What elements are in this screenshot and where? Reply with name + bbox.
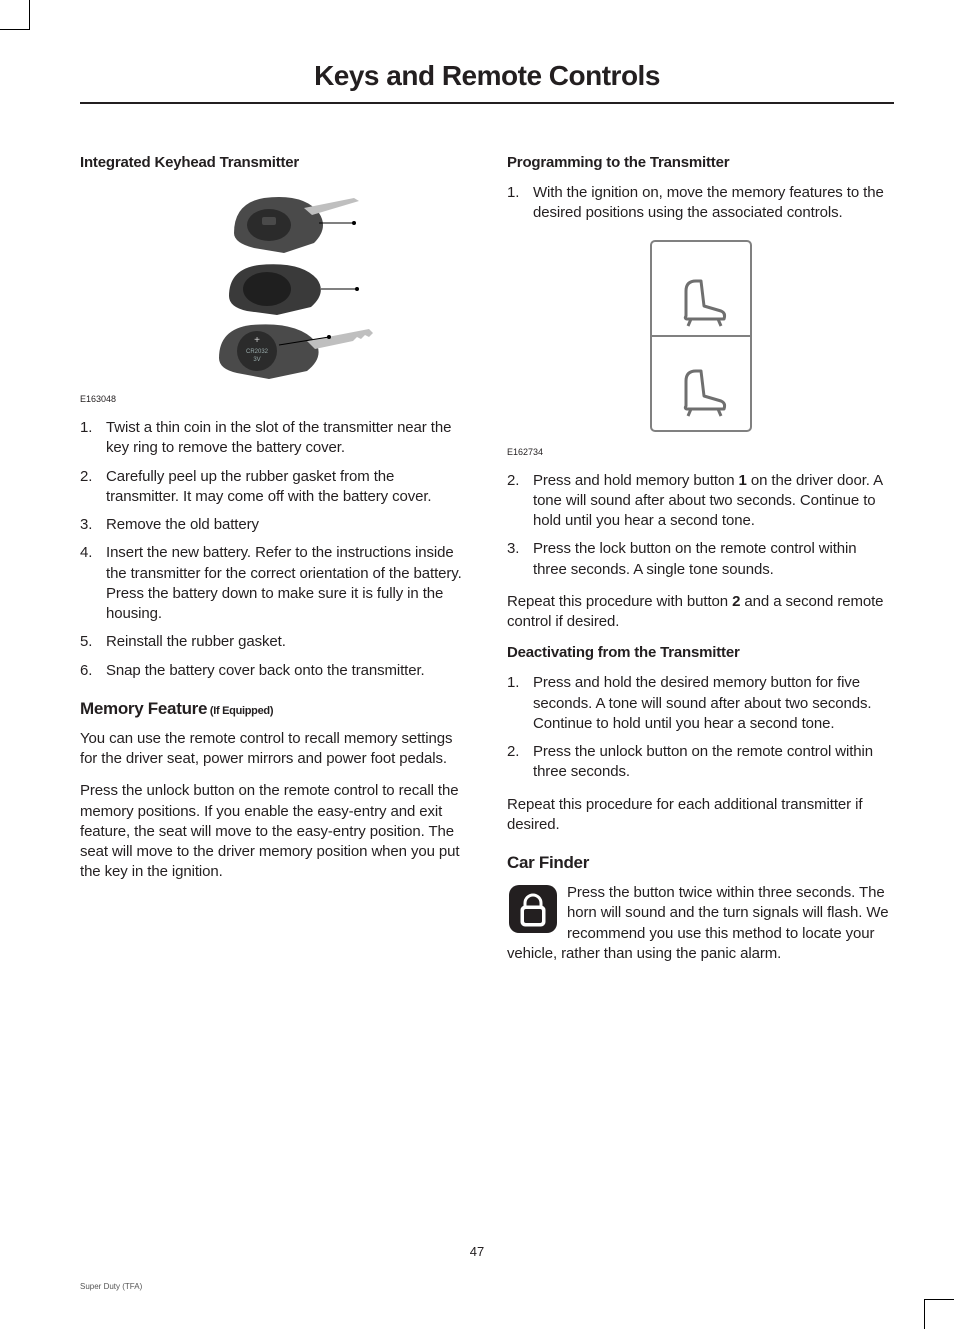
step-text: Press the lock button on the remote cont… [533,539,894,580]
list-item: 2.Press and hold memory button 1 on the … [507,471,894,532]
heading-car-finder: Car Finder [507,853,894,873]
step-number: 1. [507,673,533,734]
battery-model: CR2032 [245,349,268,355]
list-item: 1.Twist a thin coin in the slot of the t… [80,418,467,459]
step-text: Twist a thin coin in the slot of the tra… [106,418,467,459]
figure-label-1: E163048 [80,394,467,404]
battery-plus: + [254,335,260,346]
step-number: 3. [507,539,533,580]
step-text: Snap the battery cover back onto the tra… [106,661,467,681]
lock-icon [507,883,559,941]
page-title: Keys and Remote Controls [80,60,894,104]
list-item: 1.With the ignition on, move the memory … [507,183,894,224]
paragraph: Repeat this procedure with button 2 and … [507,592,894,633]
figure-keyhead: + CR2032 3V [80,183,467,388]
crop-mark [0,0,30,30]
text-part: Press and hold memory button [533,472,739,489]
footer-model: Super Duty (TFA) [80,1282,142,1291]
step-number: 2. [507,471,533,532]
heading-memory-feature: Memory Feature (If Equipped) [80,699,467,719]
step-text: Reinstall the rubber gasket. [106,632,467,652]
step-number: 2. [80,467,106,508]
bold-number: 1 [739,472,747,489]
memory-buttons-svg [641,236,761,436]
text-part: Repeat this procedure with button [507,593,732,610]
programming-list-1: 1.With the ignition on, move the memory … [507,183,894,224]
list-item: 3.Remove the old battery [80,515,467,535]
figure-memory-buttons [507,236,894,441]
programming-list-2: 2.Press and hold memory button 1 on the … [507,471,894,580]
step-text: Carefully peel up the rubber gasket from… [106,467,467,508]
heading-sub: (If Equipped) [207,705,273,717]
crop-mark [924,1299,954,1329]
figure-label-2: E162734 [507,447,894,457]
list-item: 5.Reinstall the rubber gasket. [80,632,467,652]
right-column: Programming to the Transmitter 1.With th… [507,154,894,976]
heading-deactivating: Deactivating from the Transmitter [507,644,894,661]
list-item: 1.Press and hold the desired memory butt… [507,673,894,734]
step-text: With the ignition on, move the memory fe… [533,183,894,224]
list-item: 3.Press the lock button on the remote co… [507,539,894,580]
left-column: Integrated Keyhead Transmitter [80,154,467,976]
step-number: 3. [80,515,106,535]
list-item: 4.Insert the new battery. Refer to the i… [80,543,467,624]
list-item: 2.Carefully peel up the rubber gasket fr… [80,467,467,508]
step-text: Remove the old battery [106,515,467,535]
page-number: 47 [0,1244,954,1259]
keyhead-diagram-svg: + CR2032 3V [174,183,374,383]
step-text: Press and hold the desired memory button… [533,673,894,734]
paragraph-car-finder: Press the button twice within three seco… [507,883,894,964]
step-number: 6. [80,661,106,681]
step-number: 2. [507,742,533,783]
step-number: 1. [80,418,106,459]
step-number: 5. [80,632,106,652]
paragraph: You can use the remote control to recall… [80,729,467,770]
step-text: Press and hold memory button 1 on the dr… [533,471,894,532]
list-item: 2.Press the unlock button on the remote … [507,742,894,783]
battery-steps-list: 1.Twist a thin coin in the slot of the t… [80,418,467,681]
step-number: 1. [507,183,533,224]
heading-programming: Programming to the Transmitter [507,154,894,171]
step-number: 4. [80,543,106,624]
list-item: 6.Snap the battery cover back onto the t… [80,661,467,681]
paragraph: Press the unlock button on the remote co… [80,781,467,882]
battery-volt: 3V [253,357,260,363]
heading-integrated-keyhead: Integrated Keyhead Transmitter [80,154,467,171]
heading-text: Memory Feature [80,699,207,718]
step-text: Insert the new battery. Refer to the ins… [106,543,467,624]
content-columns: Integrated Keyhead Transmitter [80,154,894,976]
paragraph: Repeat this procedure for each additiona… [507,795,894,836]
step-text: Press the unlock button on the remote co… [533,742,894,783]
deactivating-list: 1.Press and hold the desired memory butt… [507,673,894,782]
paragraph-text: Press the button twice within three seco… [507,884,888,962]
